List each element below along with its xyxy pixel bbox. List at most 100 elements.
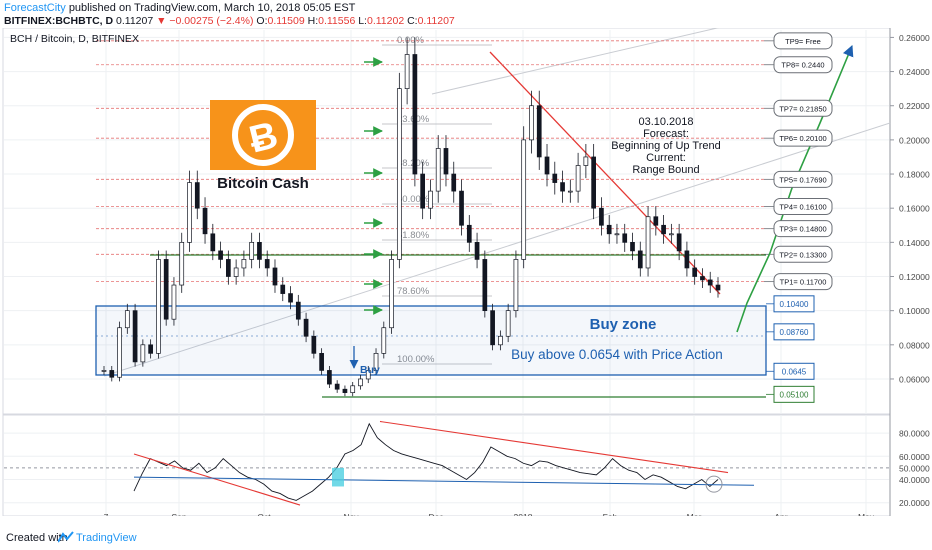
- candles: [101, 37, 721, 397]
- candle-body: [420, 173, 426, 209]
- forecast-label: Forecast:: [643, 128, 689, 140]
- candle-body: [622, 233, 628, 243]
- candle-body: [599, 207, 604, 226]
- target-label: TP5= 0.17690: [779, 175, 826, 184]
- price-tick-label: 0.16000: [899, 204, 930, 214]
- footer: Created with TradingView: [0, 526, 932, 550]
- candle-body: [630, 241, 635, 252]
- price-tick-label: 0.24000: [899, 67, 930, 77]
- candle-body: [606, 224, 612, 235]
- chart-frame[interactable]: 0.00%23.60%38.20%50.00%61.80%78.60%100.0…: [2, 0, 930, 522]
- ohlc-c-label: C:: [407, 15, 418, 27]
- current-text: Range Bound: [632, 164, 699, 176]
- zone-label-box: [773, 362, 815, 380]
- author-link[interactable]: ForecastCity: [4, 2, 66, 14]
- candle-body: [101, 370, 107, 372]
- candle-body: [109, 370, 115, 378]
- chart-title: BCH / Bitcoin, D, BITFINEX: [10, 33, 139, 45]
- chart-svg[interactable]: 0.00%23.60%38.20%50.00%61.80%78.60%100.0…: [2, 0, 930, 522]
- buy-marker: Buy: [349, 346, 380, 376]
- candle-body: [684, 250, 690, 269]
- candle-body: [389, 259, 394, 329]
- zone-label-box: [773, 323, 815, 341]
- candle-body: [591, 156, 596, 209]
- candle-body: [381, 327, 387, 354]
- rsi-highlight: [332, 467, 344, 487]
- target-label-box: [773, 220, 833, 238]
- target-label: TP4= 0.16100: [779, 202, 826, 211]
- candle-body: [350, 385, 356, 393]
- ohlc-low: 0.11202: [366, 15, 405, 27]
- candle-body: [280, 284, 286, 294]
- candle-body: [451, 173, 457, 192]
- candle-body: [653, 216, 659, 226]
- candle-body: [319, 353, 324, 371]
- price-tick-label: 0.08000: [899, 340, 930, 350]
- target-label-box: [773, 170, 833, 188]
- price-tick-label: 0.26000: [899, 33, 930, 43]
- candle-body: [669, 233, 674, 236]
- ohlc-open: 0.11509: [267, 15, 305, 27]
- candle-body: [132, 310, 138, 363]
- time-tick-label: Dec: [428, 512, 444, 516]
- buy-label: Buy: [360, 364, 380, 376]
- bitcoin-cash-logo: Ƀ Bitcoin Cash: [210, 100, 316, 192]
- rsi-support-line: [133, 476, 755, 486]
- candle-body: [552, 173, 558, 183]
- fib-label: 61.80%: [397, 230, 430, 241]
- candle-body: [404, 54, 410, 89]
- candle-body: [210, 233, 216, 252]
- time-tick-label: 7: [104, 512, 109, 516]
- ohlc-close: 0.11207: [417, 15, 455, 27]
- zone-label: 0.08760: [780, 328, 809, 337]
- time-tick-label: Sep: [171, 512, 186, 516]
- rsi-tick-label: 40.0000: [899, 475, 930, 485]
- symbol-label: BITFINEX:BCHBTC, D: [4, 15, 114, 27]
- price-tick-label: 0.22000: [899, 101, 930, 111]
- publish-info: published on TradingView.com, March 10, …: [68, 2, 356, 14]
- candle-body: [583, 156, 589, 166]
- target-label: TP2= 0.13300: [779, 250, 826, 259]
- zone-label: 0.10400: [780, 300, 809, 309]
- candle-body: [124, 310, 130, 329]
- candle-body: [482, 259, 488, 312]
- candle-body: [202, 207, 208, 235]
- rsi-tick-label: 60.0000: [899, 452, 930, 462]
- candle-body: [544, 156, 550, 175]
- target-label-box: [773, 56, 833, 74]
- time-tick-label: Mar: [687, 512, 702, 516]
- rsi-pane[interactable]: [2, 414, 891, 517]
- candle-body: [715, 284, 721, 291]
- candle-body: [536, 105, 542, 158]
- candle-body: [575, 165, 581, 192]
- time-tick-label: Nov: [343, 512, 359, 516]
- buy-zone-note: Buy above 0.0654 with Price Action: [511, 347, 723, 362]
- time-tick-label: Oct: [257, 512, 271, 516]
- last-price: 0.11207: [116, 15, 154, 27]
- candle-body: [334, 383, 340, 390]
- time-tick-label: 2018: [514, 512, 533, 516]
- candle-body: [428, 190, 433, 209]
- candle-body: [117, 327, 122, 378]
- candle-body: [474, 241, 480, 260]
- buy-zone-box: [95, 305, 767, 376]
- target-label-box: [773, 245, 833, 263]
- candle-body: [226, 259, 231, 277]
- candle-body: [156, 259, 161, 354]
- target-label: TP9= Free: [785, 37, 821, 46]
- forecast-note: 03.10.2018 Forecast: Beginning of Up Tre…: [611, 116, 720, 176]
- candle-body: [707, 279, 713, 286]
- candle-body: [505, 310, 511, 337]
- candle-body: [637, 250, 643, 269]
- candle-body: [700, 276, 705, 281]
- buy-zone-title: Buy zone: [590, 316, 657, 333]
- candle-body: [303, 318, 309, 337]
- tradingview-link[interactable]: TradingView: [76, 532, 137, 544]
- candle-body: [614, 233, 620, 236]
- candle-body: [513, 259, 519, 312]
- candle-body: [412, 54, 418, 175]
- grid: [4, 30, 889, 516]
- fib-label: 100.00%: [397, 354, 435, 365]
- candle-body: [148, 344, 153, 354]
